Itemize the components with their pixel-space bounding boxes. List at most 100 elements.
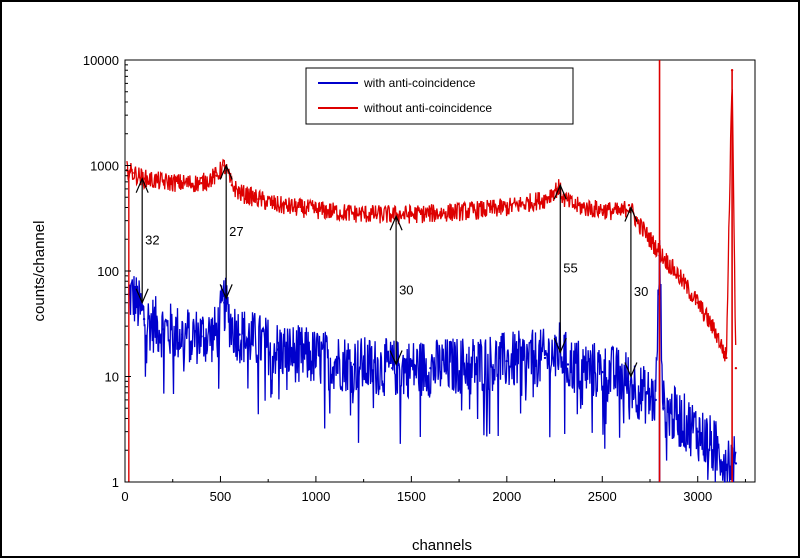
data-point bbox=[181, 333, 184, 336]
legend-label-without: without anti-coincidence bbox=[363, 101, 492, 115]
data-point bbox=[223, 301, 226, 304]
data-point bbox=[230, 184, 234, 187]
y-tick-label: 100 bbox=[97, 264, 119, 279]
y-tick-label: 1 bbox=[112, 475, 119, 490]
data-point bbox=[131, 171, 134, 175]
data-point bbox=[715, 333, 719, 336]
arrowhead-down bbox=[389, 350, 403, 367]
data-point bbox=[696, 301, 699, 304]
data-point bbox=[734, 462, 738, 465]
data-point bbox=[161, 180, 165, 184]
data-point bbox=[391, 213, 394, 217]
x-tick-label: 0 bbox=[121, 489, 128, 504]
data-point bbox=[620, 211, 623, 214]
arrowhead-up bbox=[135, 177, 149, 193]
annotation-label: 27 bbox=[229, 224, 243, 239]
data-point bbox=[133, 297, 136, 300]
data-point bbox=[238, 333, 241, 336]
data-point bbox=[725, 356, 728, 360]
data-point bbox=[562, 197, 566, 201]
data-point bbox=[391, 366, 394, 370]
legend: with anti-coincidence without anti-coinc… bbox=[305, 67, 574, 125]
data-point bbox=[161, 328, 165, 331]
ratio-annotation: 27 bbox=[219, 163, 244, 300]
data-point bbox=[276, 204, 279, 207]
data-point bbox=[654, 398, 657, 402]
data-point bbox=[467, 209, 470, 213]
arrowhead-up bbox=[389, 214, 403, 231]
data-point bbox=[352, 363, 356, 366]
data-point bbox=[142, 317, 146, 321]
data-point bbox=[238, 191, 241, 195]
x-tick-label: 2000 bbox=[492, 489, 521, 504]
arrowhead-down bbox=[553, 337, 567, 354]
arrowhead-down bbox=[135, 288, 149, 305]
data-point bbox=[543, 356, 547, 360]
data-point bbox=[505, 206, 509, 209]
data-point bbox=[620, 375, 623, 378]
x-tick-label: 3000 bbox=[683, 489, 712, 504]
plot-area bbox=[124, 59, 756, 483]
y-axis-title: counts/channel bbox=[31, 221, 48, 322]
data-point bbox=[734, 366, 738, 370]
legend-label-with: with anti-coincidence bbox=[363, 76, 476, 90]
data-point bbox=[429, 212, 432, 215]
data-point bbox=[627, 204, 631, 207]
ratio-annotation: 30 bbox=[389, 214, 414, 367]
data-point bbox=[572, 204, 575, 207]
arrowhead-down bbox=[624, 362, 638, 379]
arrowhead-up bbox=[553, 183, 567, 200]
arrowhead-up bbox=[624, 205, 638, 222]
series-with-anti-coincidence bbox=[127, 240, 738, 483]
series-line bbox=[128, 240, 737, 483]
annotation-label: 32 bbox=[145, 233, 159, 248]
arrowhead-up bbox=[219, 163, 233, 180]
arrowhead-down bbox=[219, 284, 233, 300]
axis-layer: 0 500 1000 1500 2000 2500 3000 1 10 100 1000 10000 bbox=[83, 53, 746, 504]
data-point bbox=[257, 197, 260, 201]
x-tick-label: 1500 bbox=[397, 489, 426, 504]
y-tick-label: 10000 bbox=[83, 53, 119, 68]
data-point bbox=[215, 333, 218, 336]
data-point bbox=[543, 197, 547, 201]
data-point bbox=[601, 208, 604, 212]
data-point bbox=[581, 206, 585, 209]
data-point bbox=[181, 181, 184, 185]
data-point bbox=[314, 208, 318, 212]
annotation-label: 30 bbox=[634, 284, 648, 299]
y-tick-label: 10 bbox=[105, 370, 119, 385]
data-point bbox=[677, 274, 680, 278]
y-tick-label: 1000 bbox=[90, 159, 119, 174]
ratio-annotation: 30 bbox=[624, 205, 648, 379]
data-point bbox=[142, 177, 146, 180]
x-tick-label: 500 bbox=[210, 489, 232, 504]
x-tick-label: 1000 bbox=[301, 489, 330, 504]
data-point bbox=[200, 181, 203, 185]
x-axis-title: channels bbox=[412, 537, 472, 554]
data-point bbox=[223, 164, 226, 167]
annotation-layer: 32 27 30 55 30 bbox=[135, 163, 648, 379]
data-point bbox=[352, 212, 356, 215]
data-point bbox=[715, 449, 719, 452]
data-point bbox=[230, 324, 234, 328]
data-point bbox=[200, 335, 203, 338]
data-point bbox=[629, 380, 633, 383]
data-point bbox=[662, 407, 665, 410]
legend-box bbox=[305, 67, 574, 125]
data-point bbox=[581, 366, 585, 370]
annotation-label: 55 bbox=[563, 261, 577, 276]
data-point bbox=[314, 356, 318, 360]
annotation-label: 30 bbox=[399, 282, 413, 297]
data-point bbox=[601, 370, 604, 374]
data-point bbox=[276, 348, 279, 351]
data-point bbox=[505, 359, 509, 363]
data-point bbox=[648, 238, 652, 241]
data-point bbox=[467, 363, 470, 366]
x-tick-label: 2500 bbox=[588, 489, 617, 504]
data-point bbox=[215, 174, 218, 177]
data-point bbox=[639, 391, 642, 395]
ratio-annotation: 55 bbox=[553, 183, 578, 354]
data-point bbox=[677, 417, 680, 420]
